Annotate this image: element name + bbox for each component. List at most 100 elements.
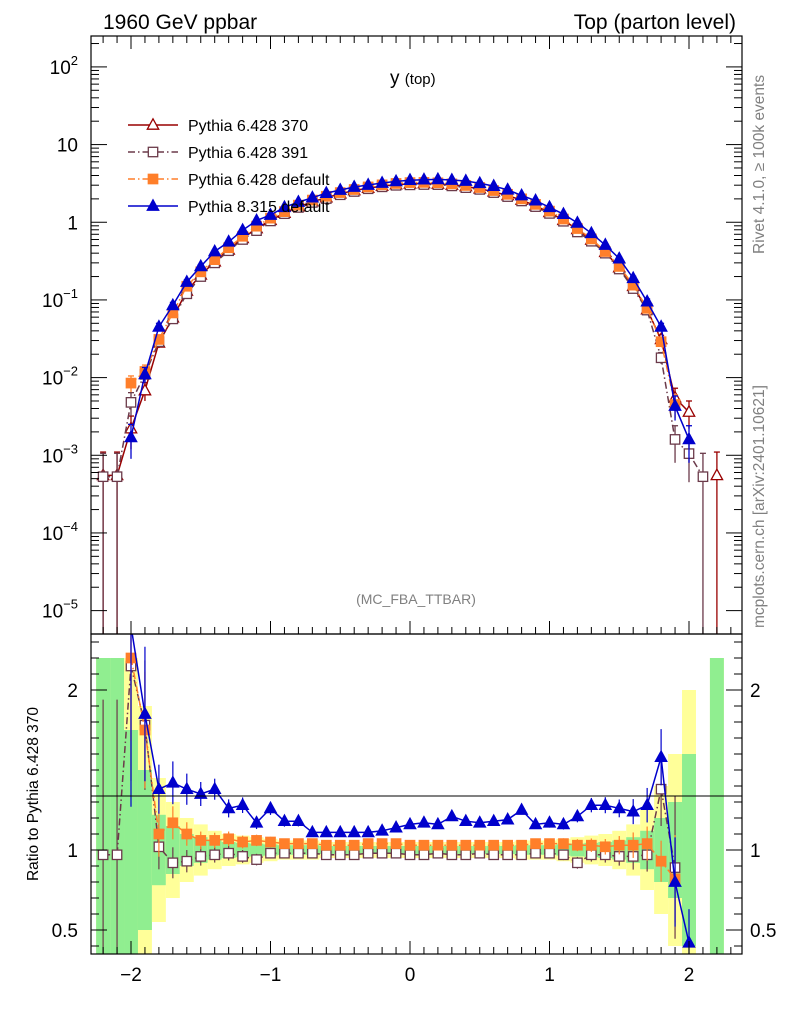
series-3-point (514, 187, 529, 201)
main-plot-series (96, 171, 724, 634)
series-1-ratio-point (223, 847, 234, 859)
series-1-ratio-point (516, 849, 527, 861)
series-3-ratio-point (207, 781, 222, 795)
series-3-ratio-point (277, 813, 292, 827)
y-tick-label: 10−5 (42, 597, 78, 623)
ratio-plot-frame (90, 633, 743, 955)
series-1-ratio-point (488, 849, 500, 861)
series-1-ratio-point (279, 847, 290, 859)
series-2-ratio-point (181, 828, 193, 840)
series-3-point (654, 319, 668, 332)
ratio-y-tick-label: 2 (67, 681, 78, 702)
series-1-ratio-point (195, 851, 207, 862)
series-1-ratio-point (362, 847, 374, 859)
series-3-ratio-point (333, 824, 348, 838)
series-1-line (103, 183, 704, 478)
series-3-ratio-point (542, 815, 557, 828)
series-2-ratio-point (237, 836, 248, 848)
series-2-ratio-point (446, 839, 458, 851)
series-1-ratio-point (265, 847, 276, 859)
series-3-point (361, 177, 375, 190)
series-3-ratio-point (417, 815, 431, 828)
series-3-point (542, 199, 557, 213)
band-inner (682, 754, 696, 946)
series-1-ratio-point (460, 849, 472, 861)
series-2-ratio-point (376, 838, 388, 849)
series-1-ratio-point (390, 847, 402, 859)
series-1-point (697, 471, 709, 483)
watermark: (MC_FBA_TTBAR) (356, 591, 476, 607)
legend-label: Pythia 6.428 391 (188, 145, 308, 162)
series-1-ratio-line (103, 665, 676, 868)
series-1-ratio-point (544, 847, 555, 859)
series-3-point (417, 172, 431, 185)
series-3-point (166, 297, 180, 311)
series-3-point (612, 251, 627, 264)
ratio-y-tick-label: 1 (67, 841, 78, 862)
series-1-ratio-point (558, 849, 569, 861)
series-3-ratio-point (626, 804, 640, 817)
series-3-point (193, 258, 208, 272)
series-1-point (669, 434, 681, 445)
plot-title: y (top) (390, 68, 436, 89)
band-inner (137, 770, 152, 930)
series-2-ratio-line (130, 657, 676, 880)
band-inner (709, 658, 724, 954)
series-3-ratio-point (403, 816, 417, 830)
series-2-ratio-point (334, 839, 346, 851)
series-3-ratio-point (556, 816, 571, 830)
series-3-point (626, 270, 640, 284)
series-2-ratio-point (404, 839, 416, 851)
series-3-point (319, 185, 334, 198)
series-3-ratio-point (654, 749, 668, 763)
series-3-point (291, 194, 306, 207)
y-tick-label: 10−4 (42, 519, 78, 545)
series-3-ratio-point (291, 813, 306, 827)
rivet-label: Rivet 4.1.0, ≥ 100k events (751, 75, 768, 254)
ratio-y-tick-label-right: 2 (750, 681, 761, 702)
series-1-ratio-point (251, 854, 262, 865)
series-3-point (124, 429, 138, 443)
series-3-ratio-point (584, 797, 599, 811)
series-2-ratio-point (599, 841, 611, 853)
series-2-ratio-point (432, 839, 444, 851)
series-3-ratio-point (249, 815, 264, 828)
y-tick-label: 10−2 (42, 364, 78, 390)
series-2-ratio-point (558, 838, 569, 849)
ratio-y-tick-label: 0.5 (52, 921, 78, 942)
series-3-point (598, 237, 613, 250)
series-3-point (486, 178, 501, 191)
header-right: Top (parton level) (574, 11, 736, 34)
series-2-ratio-point (293, 838, 304, 849)
series-1-ratio-point (502, 849, 514, 861)
series-0-line (103, 184, 717, 476)
series-2-ratio-point (488, 839, 500, 851)
band-inner (124, 730, 138, 954)
series-3-point (682, 431, 696, 445)
series-3-ratio-point (431, 816, 445, 830)
series-3-ratio-point (305, 824, 320, 838)
legend-label: Pythia 6.428 370 (188, 118, 308, 135)
series-3-point (459, 173, 473, 186)
series-3-ratio-point (528, 816, 543, 830)
series-1-ratio-point (348, 849, 360, 861)
series-3-line (130, 178, 690, 440)
legend-marker (147, 146, 159, 158)
series-3-ratio-point (389, 820, 403, 833)
series-3-point (528, 193, 543, 206)
series-2-ratio-point (153, 828, 165, 840)
series-1-ratio-point (376, 847, 388, 859)
series-3-point (235, 222, 250, 236)
series-3-point (263, 207, 278, 220)
ratio-y-tick-label-right: 0.5 (750, 921, 776, 942)
series-3-point (431, 171, 445, 185)
y-tick-label: 10−3 (42, 441, 78, 467)
series-3-point (152, 319, 166, 332)
series-3-ratio-point (361, 824, 375, 838)
series-0-point (710, 467, 724, 481)
axes: −2 −1 0 1 2 10−5 10−4 10−3 10−2 10−1 1 10 102 0.5 0.5 1… (42, 36, 776, 986)
series-3-ratio-point (486, 813, 501, 827)
series-3-ratio-point (221, 800, 236, 814)
series-3-point (584, 225, 599, 239)
